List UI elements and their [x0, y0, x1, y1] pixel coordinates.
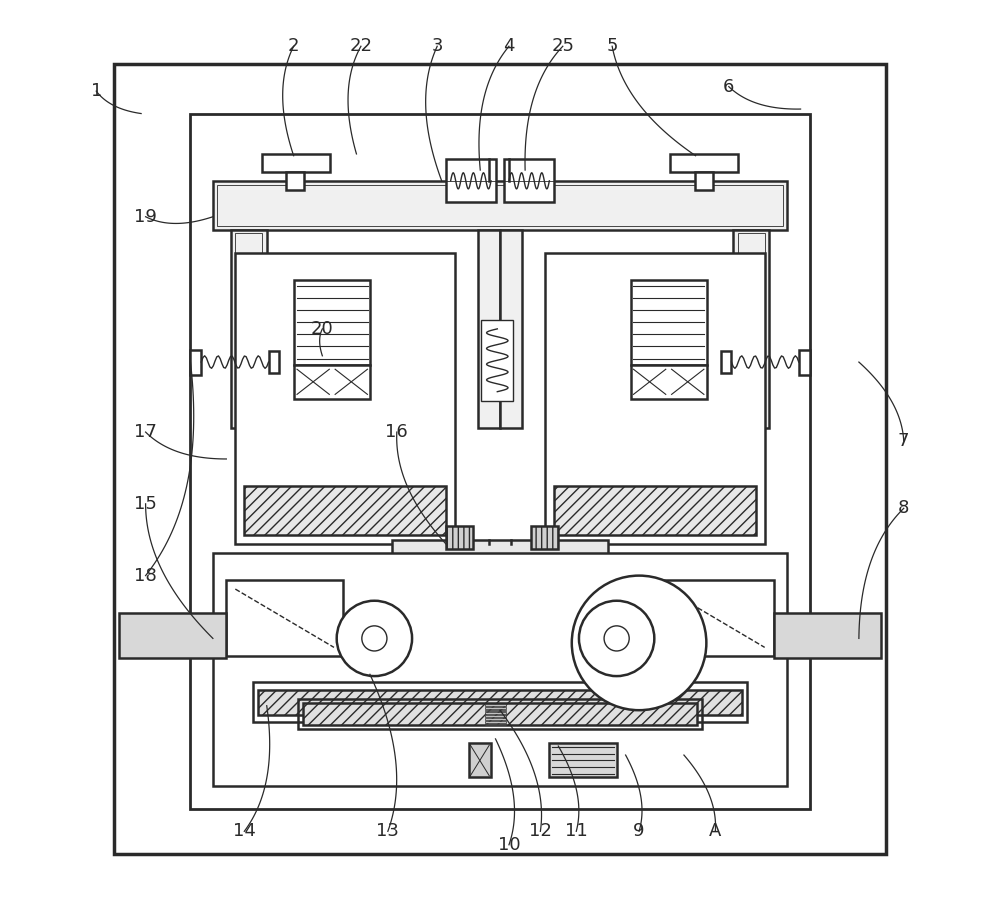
Text: 1: 1 — [91, 82, 102, 100]
Text: 3: 3 — [431, 37, 443, 55]
Bar — [774, 613, 881, 658]
Bar — [545, 253, 765, 544]
Bar — [485, 724, 506, 725]
Circle shape — [579, 600, 654, 676]
Bar — [298, 699, 702, 729]
Text: 16: 16 — [385, 423, 408, 441]
Text: 17: 17 — [134, 423, 157, 441]
Text: 25: 25 — [551, 37, 574, 55]
Bar — [286, 172, 304, 190]
Bar — [258, 689, 742, 715]
Text: 22: 22 — [349, 37, 372, 55]
Circle shape — [362, 626, 387, 651]
Text: 7: 7 — [898, 432, 909, 450]
Bar — [213, 554, 787, 787]
Text: 14: 14 — [233, 823, 256, 841]
Text: A: A — [709, 823, 722, 841]
Text: 11: 11 — [565, 823, 588, 841]
Bar — [670, 154, 738, 172]
Bar — [631, 364, 707, 399]
Bar — [485, 706, 506, 708]
Bar — [799, 349, 810, 374]
Bar — [190, 349, 201, 374]
Text: 2: 2 — [288, 37, 299, 55]
Bar — [294, 280, 370, 364]
Bar — [269, 351, 279, 373]
Bar — [231, 230, 267, 428]
Bar — [738, 233, 765, 423]
Bar — [446, 526, 473, 549]
Bar — [253, 682, 747, 722]
Text: 5: 5 — [606, 37, 618, 55]
Bar — [469, 743, 491, 778]
Bar — [190, 113, 810, 809]
Bar — [554, 486, 756, 536]
Bar — [531, 526, 558, 549]
Bar — [446, 159, 496, 202]
Bar — [226, 580, 343, 656]
Text: 13: 13 — [376, 823, 399, 841]
Bar — [549, 743, 617, 778]
Bar — [657, 580, 774, 656]
Bar — [485, 721, 506, 723]
Bar — [485, 716, 506, 717]
Circle shape — [604, 626, 629, 651]
Text: 15: 15 — [134, 495, 157, 513]
Bar — [481, 320, 513, 400]
Bar — [392, 540, 608, 562]
Bar — [695, 172, 713, 190]
Bar — [262, 154, 330, 172]
Bar — [500, 230, 522, 428]
Text: 20: 20 — [311, 320, 334, 338]
Text: 8: 8 — [898, 500, 909, 518]
Bar — [235, 233, 262, 423]
Bar — [733, 230, 769, 428]
Bar — [485, 712, 506, 715]
Text: 19: 19 — [134, 208, 157, 226]
Bar — [303, 703, 697, 725]
Circle shape — [337, 600, 412, 676]
Bar — [244, 486, 446, 536]
Bar — [119, 613, 226, 658]
Bar — [504, 159, 554, 202]
Bar — [721, 351, 731, 373]
Circle shape — [572, 576, 706, 710]
Bar — [294, 364, 370, 399]
Bar — [213, 181, 787, 230]
Bar — [478, 230, 500, 428]
Bar — [631, 280, 707, 364]
Bar — [485, 704, 506, 706]
Text: 12: 12 — [529, 823, 552, 841]
Bar — [485, 718, 506, 720]
Text: 10: 10 — [498, 836, 520, 854]
Text: 4: 4 — [503, 37, 515, 55]
Text: 9: 9 — [633, 823, 645, 841]
Bar — [235, 253, 455, 544]
Bar — [485, 709, 506, 711]
Text: 6: 6 — [723, 77, 734, 95]
Text: 18: 18 — [134, 567, 157, 585]
Bar — [217, 185, 783, 226]
Bar — [114, 64, 886, 854]
